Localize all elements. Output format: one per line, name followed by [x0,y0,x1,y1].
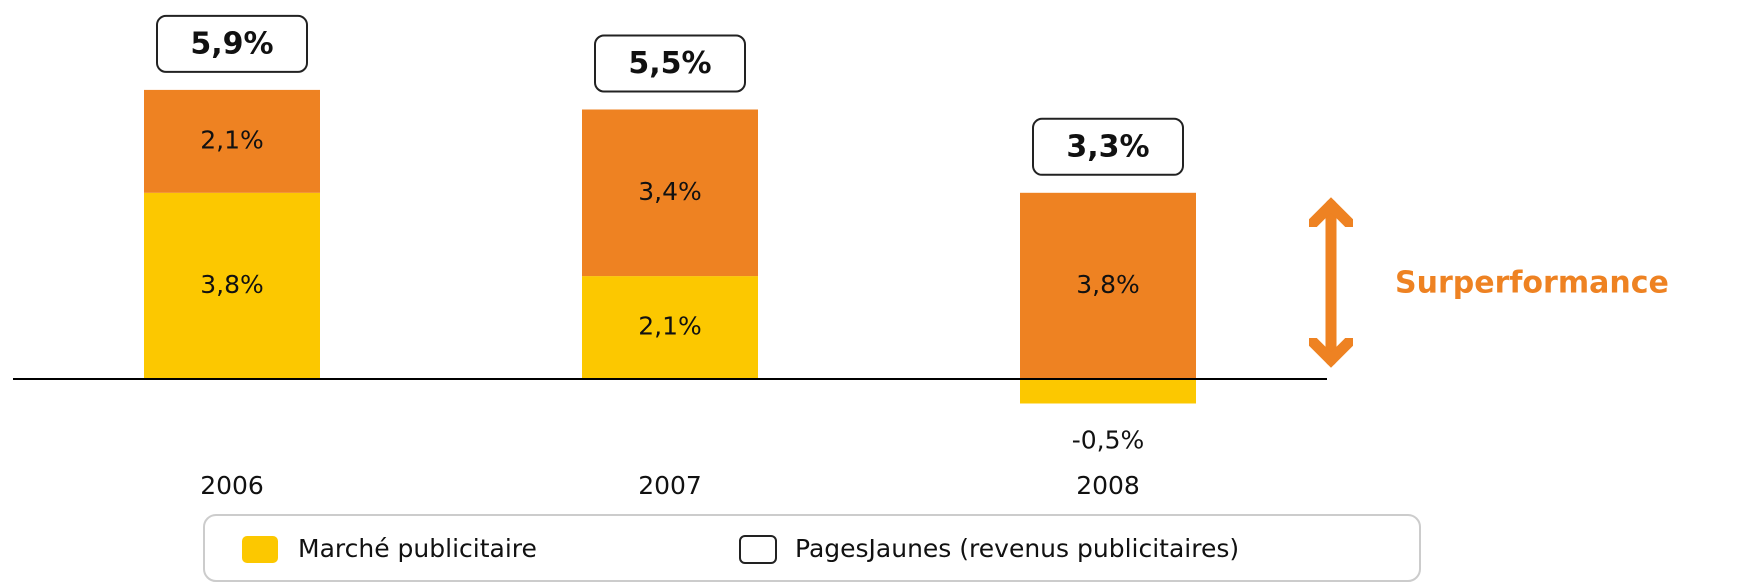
bar-segment [1020,192,1196,379]
x-tick-label: 2006 [200,471,264,500]
value-label: 2,1% [200,125,264,154]
value-label: -0,5% [1072,426,1145,455]
value-label: 3,8% [1076,270,1140,299]
legend-label: Marché publicitaire [298,534,537,563]
x-tick-label: 2007 [638,471,702,500]
bar-segment [144,192,320,379]
total-label: 5,5% [628,46,711,81]
value-label: 3,8% [200,270,264,299]
legend-swatch [242,536,278,563]
total-box [156,14,308,73]
legend [203,514,1421,582]
value-label: 3,4% [638,177,702,206]
annotation: Surperformance [1395,266,1669,301]
total-label: 5,9% [190,26,273,61]
total-box [594,34,746,93]
bar-segment [144,89,320,193]
bar-segment [1020,379,1196,404]
legend-swatch [739,535,777,564]
bar-segment [582,109,758,277]
total-box [1032,117,1184,176]
bar-segment [582,276,758,379]
legend-label: PagesJaunes (revenus publicitaires) [795,534,1239,563]
total-label: 3,3% [1066,129,1149,164]
value-label: 2,1% [638,312,702,341]
x-tick-label: 2008 [1076,471,1140,500]
